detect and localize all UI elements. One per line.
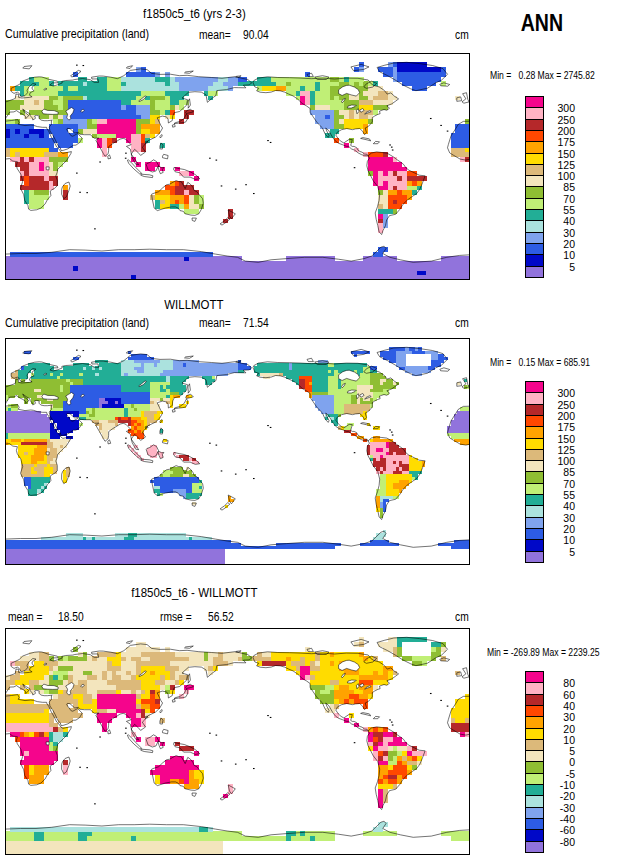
minmax-label: Min = -269.89 Max = 2239.25 bbox=[487, 646, 624, 658]
colorbar-label: 300 bbox=[549, 387, 575, 399]
colorbar-label: 250 bbox=[549, 399, 575, 411]
figure-page: f1850c5_t6 (yrs 2-3) Cumulative precipit… bbox=[0, 0, 630, 861]
colorbar-label: 85 bbox=[549, 466, 575, 478]
mean-value: 90.04 bbox=[243, 28, 274, 42]
colorbar-label: 250 bbox=[549, 114, 575, 126]
colorbar-label: -60 bbox=[549, 824, 575, 836]
colorbar-cell bbox=[525, 841, 544, 853]
mean-value: 71.54 bbox=[243, 316, 274, 330]
world-map-model bbox=[5, 53, 470, 280]
colorbar-label: 55 bbox=[549, 489, 575, 501]
colorbar-label: 30 bbox=[549, 227, 575, 239]
panel-title: f1850c5_t6 - WILLMOTT bbox=[0, 585, 388, 600]
colorbar-label: 30 bbox=[549, 711, 575, 723]
season-label: ANN bbox=[500, 10, 584, 37]
units-label: cm bbox=[455, 28, 472, 42]
variable-label: Cumulative precipitation (land) bbox=[5, 315, 181, 330]
world-map-obs bbox=[5, 338, 470, 565]
colorbar-label: 100 bbox=[549, 455, 575, 467]
colorbar-label: 20 bbox=[549, 238, 575, 250]
colorbar-label: -40 bbox=[549, 813, 575, 825]
colorbar-label: 40 bbox=[549, 215, 575, 227]
colorbar-label: -80 bbox=[549, 836, 575, 848]
colorbar-label: 200 bbox=[549, 410, 575, 422]
minmax-label: Min = 0.15 Max = 685.91 bbox=[490, 356, 612, 368]
colorbar-label: -20 bbox=[549, 790, 575, 802]
colorbar-cell bbox=[525, 551, 544, 563]
colorbar-label: 85 bbox=[549, 181, 575, 193]
colorbar-label: 40 bbox=[549, 700, 575, 712]
rmse-value: 56.52 bbox=[208, 610, 239, 624]
world-map-diff bbox=[5, 628, 470, 855]
colorbar-label: 20 bbox=[549, 523, 575, 535]
mean-label: mean= bbox=[199, 316, 238, 330]
panel-title: WILLMOTT bbox=[0, 297, 388, 312]
colorbar-obs: 300250200175150125100857055403020105 bbox=[525, 381, 585, 565]
units-label: cm bbox=[455, 316, 472, 330]
colorbar-label: 70 bbox=[549, 193, 575, 205]
minmax-label: Min = 0.28 Max = 2745.82 bbox=[490, 69, 618, 81]
colorbar-label: 80 bbox=[549, 677, 575, 689]
colorbar-label: 300 bbox=[549, 102, 575, 114]
colorbar-label: 125 bbox=[549, 159, 575, 171]
colorbar-label: 175 bbox=[549, 136, 575, 148]
colorbar-label: -5 bbox=[549, 768, 575, 780]
colorbar-label: -10 bbox=[549, 779, 575, 791]
colorbar-label: 10 bbox=[549, 249, 575, 261]
colorbar-model: 300250200175150125100857055403020105 bbox=[525, 96, 585, 280]
mean-label: mean= bbox=[199, 28, 238, 42]
colorbar-label: 150 bbox=[549, 433, 575, 445]
colorbar-label: 125 bbox=[549, 444, 575, 456]
colorbar-label: 175 bbox=[549, 421, 575, 433]
colorbar-label: 200 bbox=[549, 125, 575, 137]
colorbar-cell bbox=[525, 266, 544, 278]
colorbar-label: 40 bbox=[549, 500, 575, 512]
panel-obs: WILLMOTT Cumulative precipitation (land)… bbox=[0, 285, 630, 575]
panel-title: f1850c5_t6 (yrs 2-3) bbox=[0, 6, 388, 21]
panel-diff: f1850c5_t6 - WILLMOTT mean = 18.50 rmse … bbox=[0, 575, 630, 861]
panel-model: f1850c5_t6 (yrs 2-3) Cumulative precipit… bbox=[0, 0, 630, 285]
colorbar-label: 10 bbox=[549, 734, 575, 746]
colorbar-label: 5 bbox=[549, 546, 575, 558]
rmse-label: rmse = bbox=[160, 610, 199, 624]
colorbar-label: 55 bbox=[549, 204, 575, 216]
mean-label: mean = bbox=[8, 610, 50, 624]
colorbar-label: 100 bbox=[549, 170, 575, 182]
variable-label: Cumulative precipitation (land) bbox=[5, 26, 181, 41]
colorbar-label: 0 bbox=[549, 756, 575, 768]
colorbar-label: 20 bbox=[549, 723, 575, 735]
colorbar-label: 5 bbox=[549, 261, 575, 273]
colorbar-label: 150 bbox=[549, 148, 575, 160]
colorbar-label: 5 bbox=[549, 745, 575, 757]
mean-value: 18.50 bbox=[58, 610, 89, 624]
colorbar-label: 10 bbox=[549, 534, 575, 546]
units-label: cm bbox=[455, 610, 472, 624]
colorbar-label: -30 bbox=[549, 802, 575, 814]
colorbar-label: 30 bbox=[549, 512, 575, 524]
colorbar-label: 60 bbox=[549, 689, 575, 701]
colorbar-diff: 80604030201050-5-10-20-30-40-60-80 bbox=[525, 671, 585, 855]
colorbar-label: 70 bbox=[549, 478, 575, 490]
